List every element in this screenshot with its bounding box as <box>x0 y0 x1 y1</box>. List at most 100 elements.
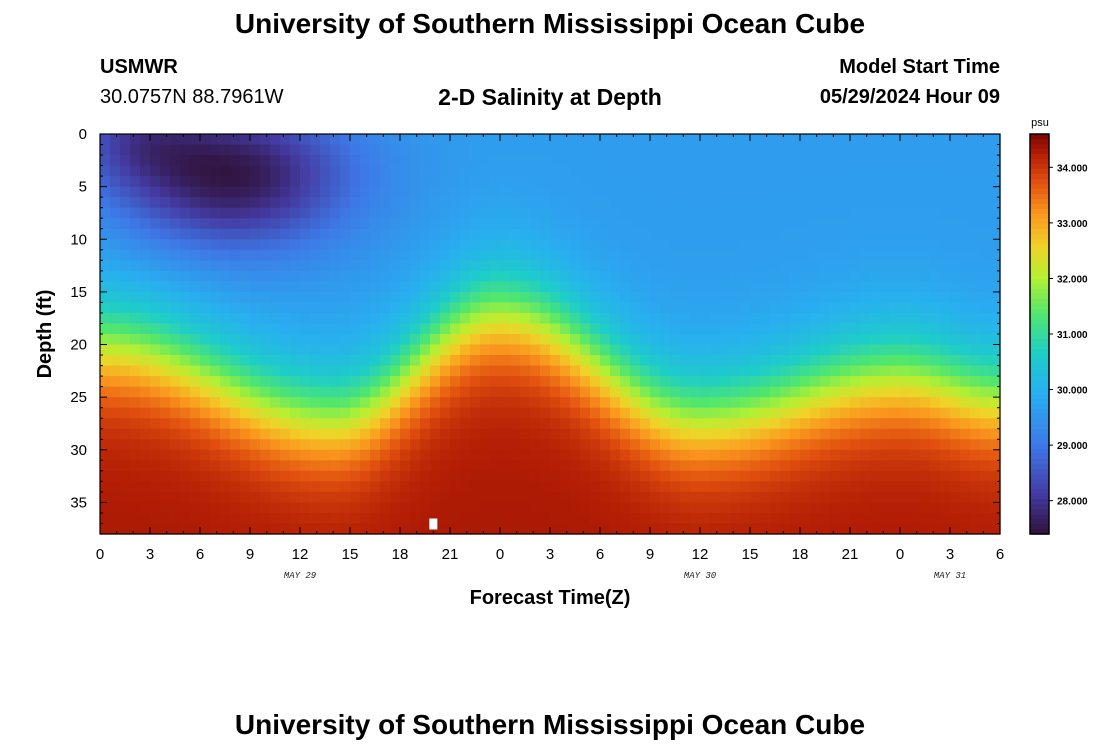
heatmap-cell <box>810 165 821 177</box>
heatmap-cell <box>910 197 921 209</box>
heatmap-cell <box>370 428 381 440</box>
colorbar-segment <box>1030 254 1049 260</box>
heatmap-cell <box>840 386 851 398</box>
heatmap-cell <box>190 407 201 419</box>
heatmap-cell <box>320 428 331 440</box>
heatmap-cell <box>960 512 971 525</box>
heatmap-cell <box>430 355 441 367</box>
heatmap-cell <box>700 355 711 367</box>
heatmap-cell <box>900 176 911 188</box>
heatmap-cell <box>430 312 441 325</box>
heatmap-cell <box>190 365 201 377</box>
heatmap-cell <box>300 302 311 314</box>
heatmap-cell <box>980 281 991 293</box>
heatmap-cell <box>420 502 431 514</box>
heatmap-cell <box>330 407 341 419</box>
heatmap-cell <box>890 407 901 419</box>
heatmap-cell <box>290 228 301 240</box>
heatmap-cell <box>190 512 201 525</box>
heatmap-cell <box>740 260 751 272</box>
heatmap-cell <box>750 144 761 156</box>
heatmap-cell <box>940 418 951 430</box>
heatmap-cell <box>660 186 671 198</box>
heatmap-cell <box>410 481 421 493</box>
heatmap-cell <box>780 155 791 167</box>
heatmap-cell <box>440 249 451 261</box>
heatmap-cell <box>760 270 771 282</box>
heatmap-cell <box>320 439 331 451</box>
heatmap-cell <box>520 449 531 461</box>
heatmap-cell <box>470 355 481 367</box>
heatmap-cell <box>440 228 451 240</box>
heatmap-cell <box>200 481 211 493</box>
heatmap-cell <box>550 523 561 535</box>
heatmap-cell <box>850 134 861 146</box>
x-tick-label: 0 <box>496 546 504 563</box>
heatmap-cell <box>230 228 241 240</box>
heatmap-cell <box>700 376 711 388</box>
heatmap-cell <box>270 386 281 398</box>
heatmap-cell <box>740 470 751 482</box>
heatmap-cell <box>110 523 121 535</box>
heatmap-cell <box>850 312 861 325</box>
heatmap-cell <box>840 439 851 451</box>
heatmap-cell <box>380 344 391 356</box>
heatmap-cell <box>570 512 581 525</box>
heatmap-cell <box>480 291 491 304</box>
heatmap-cell <box>610 165 621 177</box>
heatmap-cell <box>250 186 261 198</box>
heatmap-cell <box>290 512 301 525</box>
colorbar-segment <box>1030 384 1049 390</box>
heatmap-cell <box>820 397 831 409</box>
heatmap-cell <box>310 218 321 230</box>
heatmap-cell <box>850 376 861 388</box>
heatmap-cell <box>480 418 491 430</box>
heatmap-cell <box>720 407 731 419</box>
heatmap-cell <box>900 239 911 251</box>
heatmap-cell <box>610 397 621 409</box>
heatmap-cell <box>400 365 411 377</box>
heatmap-cell <box>900 291 911 304</box>
heatmap-cell <box>690 270 701 282</box>
heatmap-cell <box>480 397 491 409</box>
heatmap-cell <box>640 355 651 367</box>
heatmap-cell <box>930 144 941 156</box>
heatmap-cell <box>100 249 111 261</box>
heatmap-cell <box>840 407 851 419</box>
heatmap-cell <box>810 323 821 335</box>
heatmap-cell <box>190 323 201 335</box>
heatmap-cell <box>740 397 751 409</box>
heatmap-cell <box>530 197 541 209</box>
heatmap-cell <box>790 207 801 219</box>
heatmap-cell <box>150 144 161 156</box>
heatmap-cell <box>710 270 721 282</box>
heatmap-cell <box>310 302 321 314</box>
heatmap-cell <box>110 386 121 398</box>
heatmap-cell <box>480 376 491 388</box>
heatmap-cell <box>280 397 291 409</box>
heatmap-cell <box>410 281 421 293</box>
heatmap-cell <box>280 449 291 461</box>
heatmap-cell <box>830 281 841 293</box>
heatmap-cell <box>880 165 891 177</box>
heatmap-cell <box>200 228 211 240</box>
heatmap-cell <box>600 218 611 230</box>
heatmap-cell <box>440 502 451 514</box>
heatmap-cell <box>640 239 651 251</box>
heatmap-cell <box>550 491 561 504</box>
heatmap-cell <box>280 165 291 177</box>
heatmap-cell <box>910 270 921 282</box>
heatmap-cell <box>330 186 341 198</box>
heatmap-cell <box>370 197 381 209</box>
heatmap-cell <box>940 218 951 230</box>
heatmap-cell <box>590 291 601 304</box>
heatmap-cell <box>750 428 761 440</box>
heatmap-cell <box>350 155 361 167</box>
heatmap-cell <box>820 176 831 188</box>
heatmap-cell <box>850 165 861 177</box>
heatmap-cell <box>990 249 1001 261</box>
heatmap-cell <box>310 186 321 198</box>
heatmap-cell <box>680 302 691 314</box>
heatmap-cell <box>860 155 871 167</box>
heatmap-cell <box>300 155 311 167</box>
